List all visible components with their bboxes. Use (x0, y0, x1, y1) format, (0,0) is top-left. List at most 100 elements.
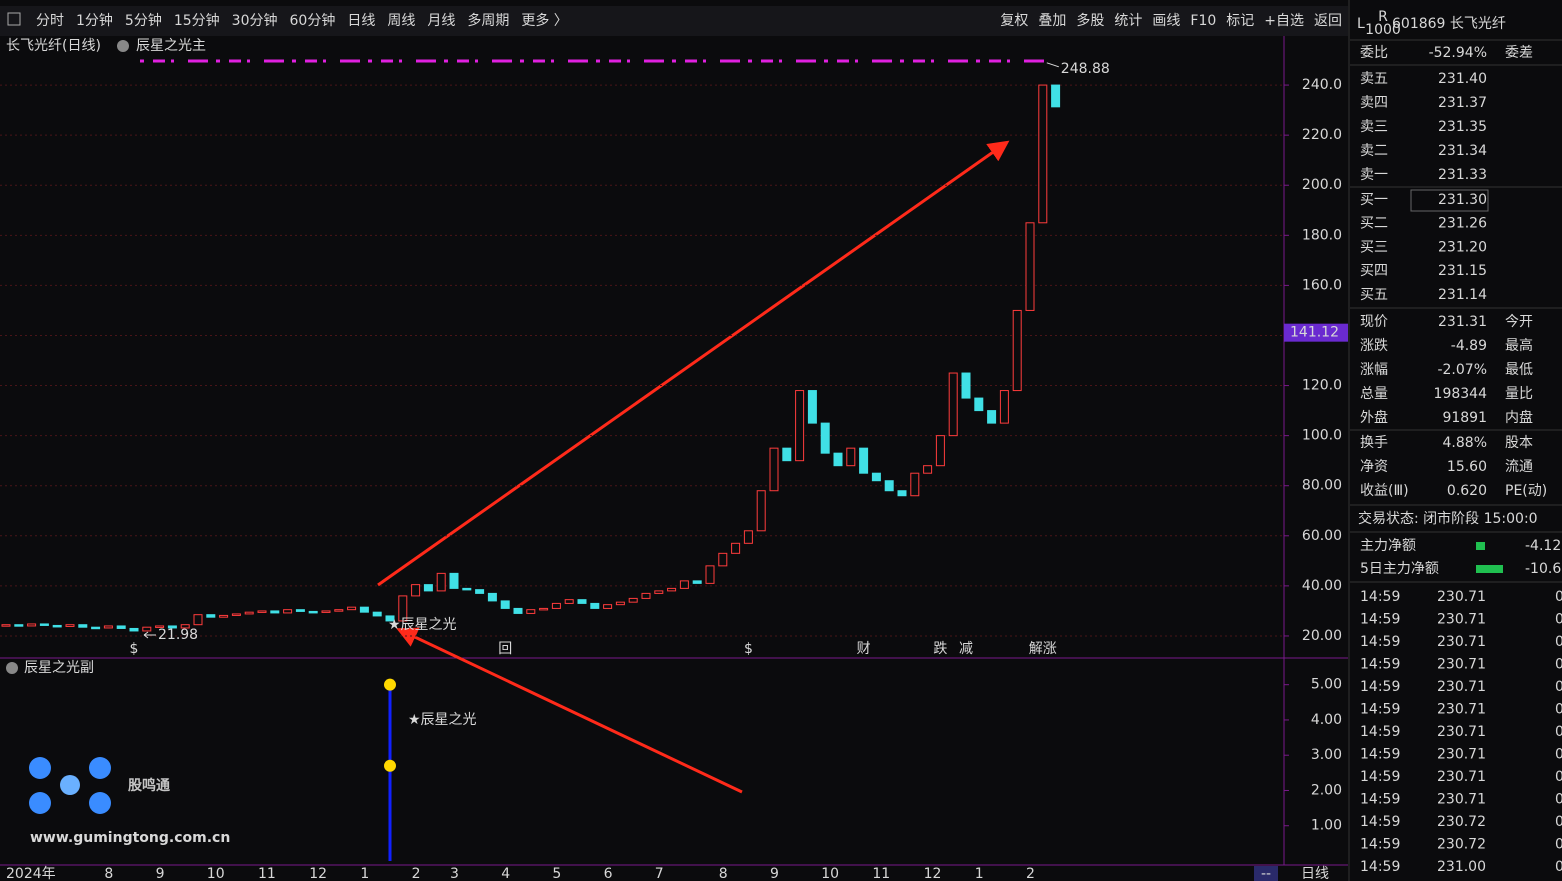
quote-value: 231.34 (1438, 143, 1487, 159)
period-tab[interactable]: 1分钟 (76, 12, 113, 29)
tick-time: 14:59 (1360, 792, 1400, 808)
quote-value: -4.89 (1451, 338, 1487, 354)
candle (897, 490, 907, 497)
candle (756, 490, 766, 532)
quote-label: 主力净额 (1360, 538, 1416, 554)
tick-volume: 0 (1555, 724, 1562, 740)
candle (39, 623, 49, 626)
candle (129, 627, 139, 632)
period-tab[interactable]: 日线 (347, 13, 375, 29)
period-tab[interactable]: 60分钟 (290, 12, 336, 29)
quote-label: 卖三 (1360, 119, 1388, 135)
candle (91, 626, 101, 630)
tool-button[interactable]: 标记 (1226, 13, 1254, 29)
watermark-name: 股鸣通 (128, 777, 170, 794)
candle (385, 615, 395, 622)
candle (871, 472, 881, 482)
tick-time: 14:59 (1360, 702, 1400, 718)
y-tick-label: 40.00 (1302, 578, 1342, 594)
y-tick-label: 180.0 (1302, 227, 1342, 243)
y-tick-label: 5.00 (1311, 677, 1342, 693)
tick-volume: 0 (1555, 589, 1562, 605)
candle (78, 624, 88, 628)
tick-time: 14:59 (1360, 679, 1400, 695)
period-label[interactable]: 日线 (1301, 866, 1329, 881)
arrow (396, 627, 743, 794)
period-tab[interactable]: 月线 (427, 13, 455, 29)
quote-title: 601869 长飞光纤 (1392, 16, 1506, 32)
low-label: 21.98 (158, 627, 198, 643)
tool-button[interactable]: 多股 (1076, 12, 1104, 29)
quote-label: 涨幅 (1360, 362, 1388, 378)
bottom-button (1254, 866, 1278, 881)
tick-time: 14:59 (1360, 634, 1400, 650)
candle (846, 447, 856, 467)
bottom-button-label[interactable]: -- (1261, 866, 1271, 881)
candle (961, 372, 971, 399)
tick-price: 230.71 (1437, 657, 1486, 673)
candle (219, 614, 229, 618)
candle (423, 584, 433, 592)
period-tab[interactable]: 5分钟 (125, 12, 162, 29)
tool-button[interactable]: 统计 (1114, 13, 1142, 29)
period-tab[interactable]: 更多 〉 (521, 12, 567, 29)
quote-value: 231.31 (1438, 314, 1487, 330)
event-marker[interactable]: 跌 (933, 641, 947, 657)
candle (1038, 84, 1048, 224)
quote-value: 231.20 (1438, 239, 1487, 255)
quote-label: 最低 (1505, 362, 1533, 378)
candle (974, 397, 984, 412)
indicator-icon (117, 40, 129, 52)
y-tick-label: 4.00 (1311, 712, 1342, 728)
period-tab[interactable]: 30分钟 (232, 12, 278, 29)
event-marker[interactable]: 解涨 (1029, 641, 1057, 657)
quote-value: 231.14 (1438, 287, 1487, 303)
tick-price: 230.71 (1437, 702, 1486, 718)
tick-volume: 0 (1555, 702, 1562, 718)
period-tab[interactable]: 分时 (36, 13, 64, 29)
candle (321, 610, 331, 613)
tick-volume: 0 (1555, 837, 1562, 853)
period-tab[interactable]: 15分钟 (174, 12, 220, 29)
signal-dot (384, 759, 396, 772)
y-tick-label: 120.0 (1302, 378, 1342, 394)
tool-button[interactable]: F10 (1190, 13, 1216, 29)
candle (987, 410, 997, 424)
candle (948, 372, 958, 437)
candle (795, 390, 805, 462)
event-marker[interactable]: 财 (857, 641, 871, 657)
tool-button[interactable]: +自选 (1264, 13, 1304, 29)
event-marker[interactable]: $ (130, 641, 139, 657)
tick-price: 230.71 (1437, 747, 1486, 763)
tick-volume: 0 (1555, 747, 1562, 763)
period-tab[interactable]: 周线 (387, 13, 415, 29)
event-marker[interactable]: 回 (498, 641, 512, 657)
tool-button[interactable]: 叠加 (1038, 13, 1066, 29)
x-tick-label: 11 (258, 866, 276, 881)
chart-title: 长飞光纤(日线) (6, 38, 101, 54)
candle (999, 390, 1009, 424)
candle (641, 592, 651, 599)
candle (52, 624, 62, 628)
quote-label: 总量 (1360, 386, 1388, 402)
candle (359, 606, 369, 613)
quote-label: 买一 (1360, 192, 1388, 208)
candle (180, 624, 190, 629)
menu-icon[interactable] (7, 12, 21, 26)
event-marker[interactable]: 减 (959, 641, 973, 657)
candle (807, 390, 817, 424)
candle (411, 584, 421, 597)
y-tick-label: 220.0 (1302, 127, 1342, 143)
quote-label: 卖四 (1360, 95, 1388, 111)
event-marker[interactable]: $ (744, 641, 753, 657)
period-tab[interactable]: 多周期 (467, 12, 509, 29)
quote-label: 外盘 (1360, 409, 1388, 426)
tool-button[interactable]: 画线 (1152, 13, 1180, 29)
tool-button[interactable]: 复权 (1000, 12, 1028, 29)
x-tick-label: 9 (770, 866, 779, 881)
candle (539, 607, 549, 611)
x-tick-label: 8 (719, 866, 728, 881)
quote-value: -10.69 (1525, 561, 1562, 577)
candle (487, 592, 497, 602)
tool-button[interactable]: 返回 (1314, 13, 1342, 29)
